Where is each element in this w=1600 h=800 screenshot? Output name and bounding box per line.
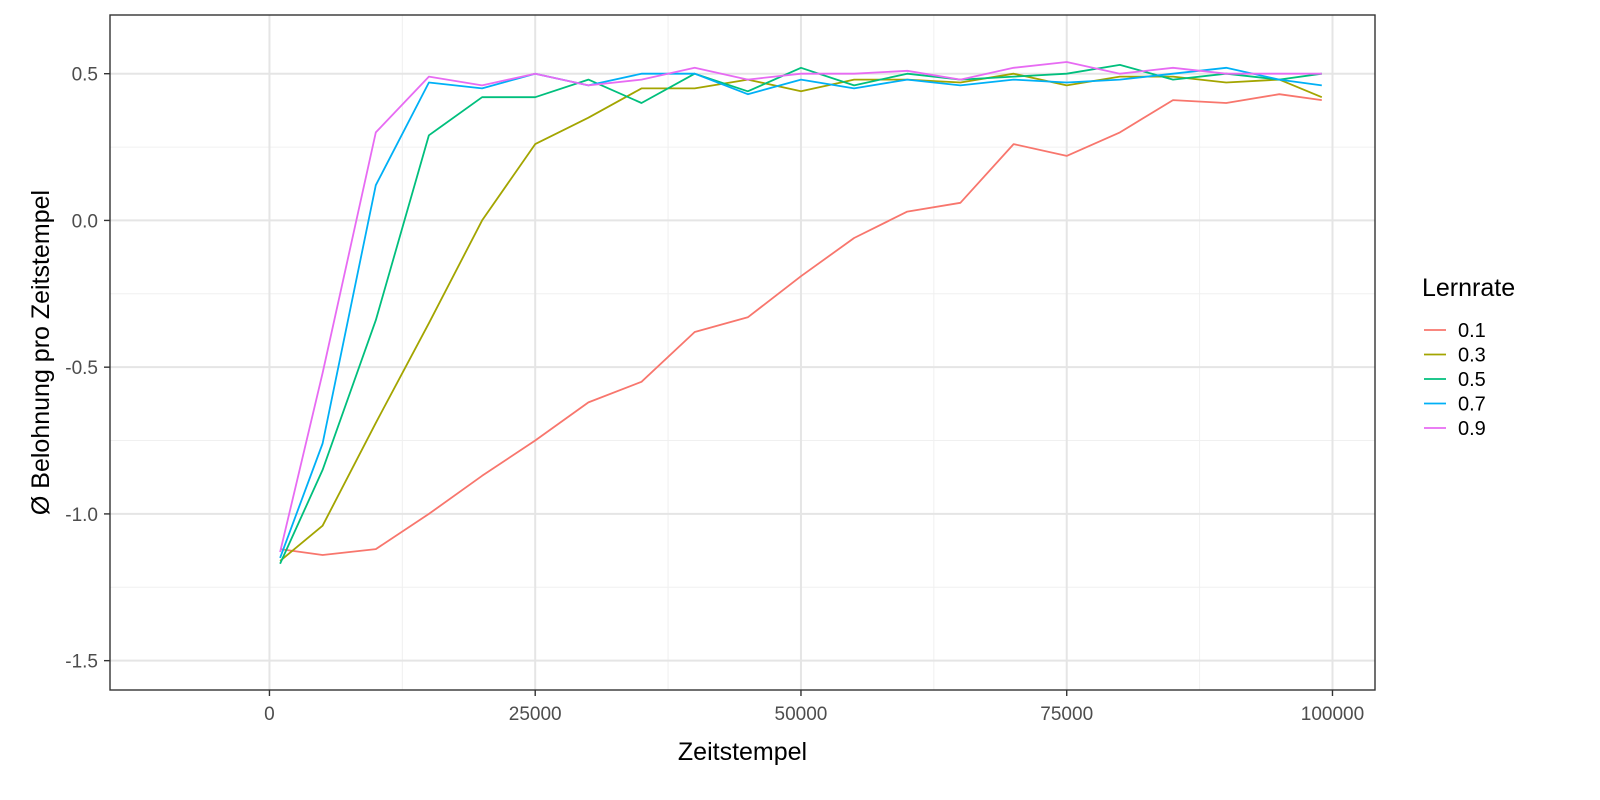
legend-item: 0.3 (1424, 345, 1486, 367)
plot-panel-border (109, 14, 1376, 691)
legend-label: 0.7 (1458, 394, 1486, 416)
x-tick-label: 25000 (509, 704, 562, 725)
y-tick-label: 0.5 (72, 65, 98, 86)
y-tick-label: 0.0 (72, 211, 98, 232)
legend-item: 0.7 (1424, 394, 1486, 416)
legend-item: 0.1 (1424, 320, 1486, 342)
series-line-0-7 (279, 66, 1322, 559)
x-tick-label: 100000 (1301, 704, 1364, 725)
y-tick-label: -1.5 (65, 652, 98, 673)
legend-item: 0.5 (1424, 369, 1486, 391)
series-line-0-9 (279, 61, 1322, 553)
x-tick-label: 75000 (1040, 704, 1093, 725)
series-line-0-3 (279, 72, 1323, 562)
x-tick-label: 50000 (775, 704, 828, 725)
series-line-0-5 (279, 64, 1322, 565)
legend-items: 0.1 0.30.5 0.70.9 (1424, 320, 1486, 440)
legend-label: 0.1 (1458, 320, 1486, 342)
legend-title: Lernrate (1422, 274, 1515, 302)
y-tick-label: -0.5 (65, 358, 98, 379)
legend-label: 0.5 (1458, 369, 1486, 391)
legend: Lernrate 0.1 0.30.5 0.70.9 (1422, 274, 1515, 440)
series-lines (279, 61, 1323, 565)
grid-lines (110, 15, 1375, 690)
y-axis-title: Ø Belohnung pro Zeitstempel (27, 190, 55, 515)
x-tick-label: 0 (264, 704, 275, 725)
legend-label: 0.3 (1458, 345, 1486, 367)
series-line-0-1 (279, 93, 1322, 556)
y-tick-label: -1.0 (65, 505, 98, 526)
axis-ticks: 0 25000 50000 75000 100000 -1.5 -1.0 -0.5 0.0 0.5 (65, 65, 1364, 725)
legend-item: 0.9 (1424, 418, 1486, 440)
x-axis-title: Zeitstempel (678, 738, 807, 766)
legend-label: 0.9 (1458, 418, 1486, 440)
